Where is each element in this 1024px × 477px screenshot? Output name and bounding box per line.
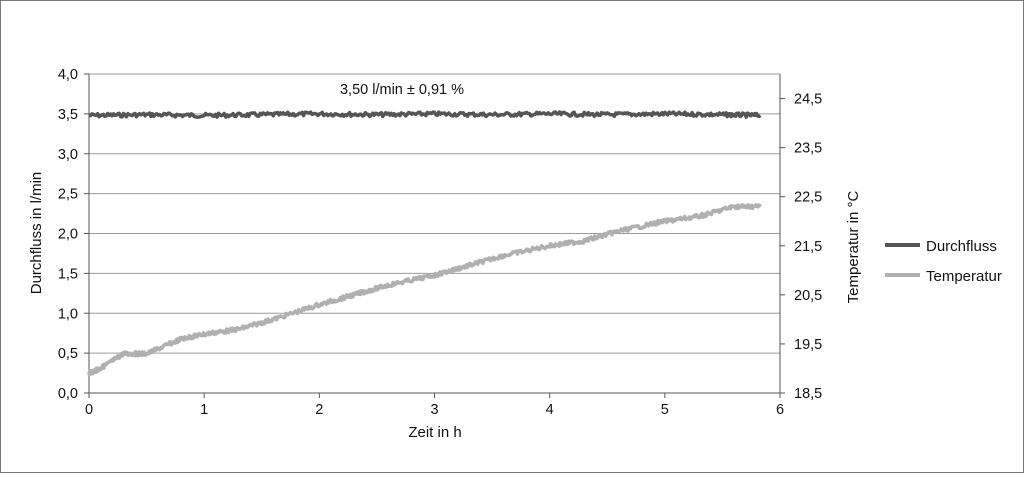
y-right-tick-label-3: 21,5 <box>794 239 822 255</box>
y-left-tick-label-8: 4,0 <box>58 67 78 83</box>
annotation-label: 3,50 l/min ± 0,91 % <box>340 82 464 98</box>
y-axis-left-label: Durchfluss in l/min <box>28 172 45 295</box>
x-tick-label-5: 5 <box>661 402 669 418</box>
y-left-tick-label-2: 1,0 <box>58 306 78 322</box>
x-axis-label: Zeit in h <box>408 424 461 441</box>
y-left-tick-label-6: 3,0 <box>58 147 78 163</box>
y-right-tick-label-2: 20,5 <box>794 288 822 304</box>
y-left-tick-label-1: 0,5 <box>58 346 78 362</box>
y-left-tick-label-4: 2,0 <box>58 227 78 243</box>
legend-label-durchfluss: Durchfluss <box>926 238 997 255</box>
y-right-tick-label-0: 18,5 <box>794 386 822 402</box>
y-left-tick-label-0: 0,0 <box>58 386 78 402</box>
series-lines <box>87 110 762 377</box>
x-tick-label-2: 2 <box>315 402 323 418</box>
x-tick-label-3: 3 <box>430 402 438 418</box>
y-right-tick-label-4: 22,5 <box>794 190 822 206</box>
x-tick-label-1: 1 <box>200 402 208 418</box>
y-left-tick-label-3: 1,5 <box>58 266 78 282</box>
series-line-temperatur <box>87 203 762 377</box>
x-tick-label-4: 4 <box>546 402 554 418</box>
y-left-tick-label-5: 2,5 <box>58 187 78 203</box>
grid-lines <box>89 73 780 394</box>
y-axis-right-label: Temperatur in °C <box>845 190 862 303</box>
legend: Durchfluss Temperatur <box>885 238 1002 285</box>
y-right-tick-label-6: 24,5 <box>794 92 822 108</box>
y-right-tick-label-5: 23,5 <box>794 141 822 157</box>
y-left-tick-label-7: 3,5 <box>58 107 78 123</box>
series-line-durchfluss <box>88 110 762 119</box>
tick-labels: 0,0 0,5 1,0 1,5 2,0 2,5 3,0 3,5 4,0 18,5 19,5 20,5 2… <box>58 67 822 418</box>
legend-label-temperatur: Temperatur <box>926 268 1002 285</box>
y-right-tick-label-1: 19,5 <box>794 337 822 353</box>
x-tick-label-0: 0 <box>85 402 93 418</box>
x-tick-label-6: 6 <box>776 402 784 418</box>
